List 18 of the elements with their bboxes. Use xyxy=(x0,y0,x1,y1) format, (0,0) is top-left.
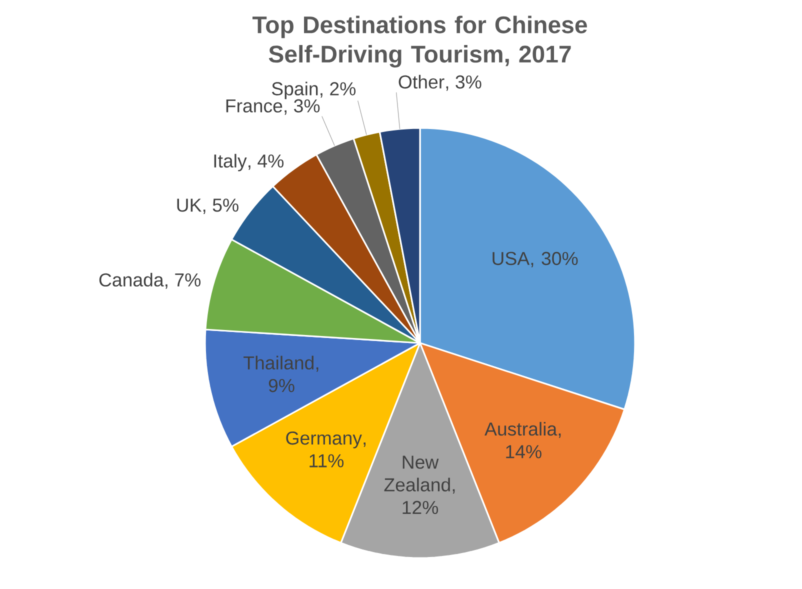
slice-label: USA xyxy=(492,252,530,266)
data-label: , 3% xyxy=(284,99,320,115)
data-label: , 2% xyxy=(320,82,356,98)
slice-label: UK xyxy=(177,198,202,212)
data-label: , 5% xyxy=(203,198,238,214)
slice-label: Canada xyxy=(99,272,164,287)
slice-label: Thailand xyxy=(244,356,314,370)
chart-title: Top Destinations for Chinese Self-Driving Tourism, 2017 xyxy=(252,16,587,68)
data-label: , 4% xyxy=(248,154,284,170)
data-label: , 7% xyxy=(166,273,201,289)
slice-label: Australia xyxy=(484,422,558,436)
data-label: , 3% xyxy=(446,75,482,91)
slice-label: Other xyxy=(398,74,444,89)
data-label: , 30% xyxy=(531,252,578,268)
slice-label: Italy xyxy=(214,154,247,172)
slice-label: France xyxy=(226,99,282,112)
slice-label: New Zealand xyxy=(384,456,450,492)
slice-label: Spain xyxy=(272,82,318,100)
